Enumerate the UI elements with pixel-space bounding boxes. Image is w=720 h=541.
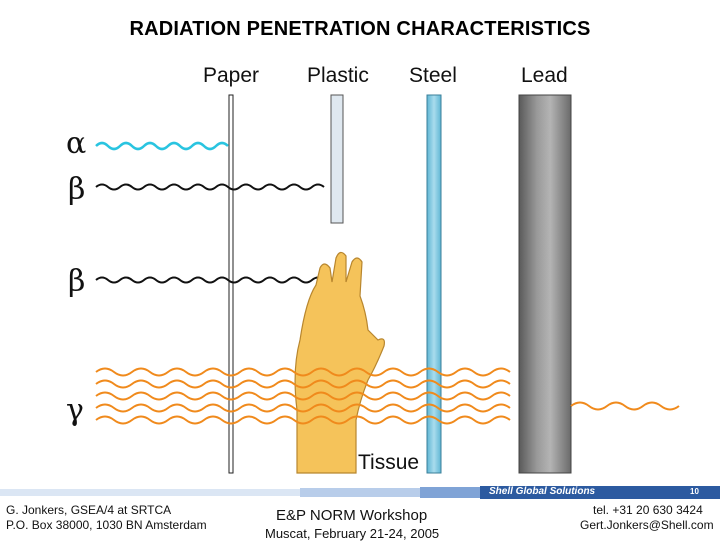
steel-barrier (426, 94, 442, 474)
plastic-label: Plastic (307, 64, 369, 87)
alpha-symbol: α (66, 126, 87, 161)
paper-barrier (228, 94, 234, 474)
gamma-waves (95, 367, 680, 425)
paper-label: Paper (203, 64, 260, 87)
plastic-barrier (330, 94, 344, 224)
footer-center-line1: E&P NORM Workshop (276, 507, 428, 524)
footer-center-line2: Muscat, February 21-24, 2005 (265, 526, 440, 541)
slide-title: RADIATION PENETRATION CHARACTERISTICS (129, 18, 591, 40)
beta-wave-2 (95, 276, 325, 284)
beta-symbol-1: β (68, 172, 86, 207)
footer-left-line2: P.O. Box 38000, 1030 BN Amsterdam (6, 518, 207, 532)
brand-bar (0, 486, 720, 499)
beta-wave-1 (95, 183, 325, 191)
lead-label: Lead (521, 64, 568, 87)
footer-right-line2: Gert.Jonkers@Shell.com (580, 518, 714, 532)
page-number: 10 (690, 487, 699, 496)
lead-barrier (518, 94, 572, 474)
beta-symbol-2: β (68, 264, 86, 299)
alpha-wave (95, 141, 229, 151)
steel-label: Steel (409, 64, 457, 87)
footer-left-line1: G. Jonkers, GSEA/4 at SRTCA (6, 503, 172, 517)
gamma-symbol: γ (66, 393, 84, 428)
tissue-label: Tissue (358, 451, 420, 474)
hand-tissue (294, 251, 385, 474)
footer-right-line1: tel. +31 20 630 3424 (593, 503, 703, 517)
brand-name: Shell Global Solutions (489, 486, 596, 497)
